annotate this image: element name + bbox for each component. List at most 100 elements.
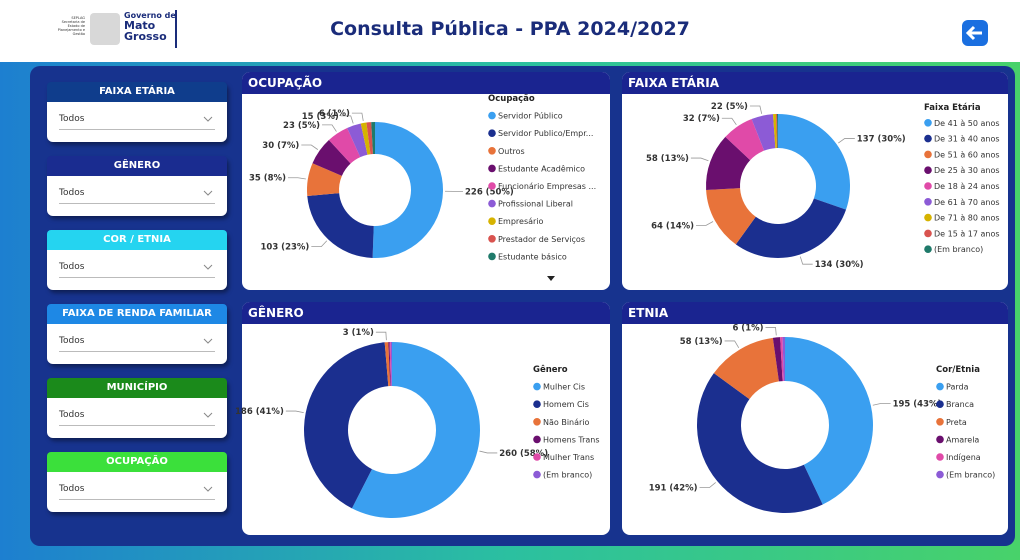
slice xyxy=(360,122,371,155)
legend-label: De 18 à 24 anos xyxy=(934,182,1000,191)
org-small: SEPLAG Secretaria de Estado de Planejame… xyxy=(57,16,85,36)
leader-line xyxy=(872,403,891,406)
slice xyxy=(775,114,778,149)
legend-swatch xyxy=(924,166,932,174)
slice xyxy=(725,119,765,161)
filter-dropdown[interactable]: Todos xyxy=(59,183,215,204)
leader-line xyxy=(690,157,709,162)
data-label: 137 (30%) xyxy=(857,134,906,144)
legend-label: Estudante Acadêmico xyxy=(498,163,585,173)
legend-swatch xyxy=(936,435,944,444)
data-label: 30 (7%) xyxy=(262,141,299,151)
filter-dropdown[interactable]: Todos xyxy=(59,109,215,130)
leader-line xyxy=(322,124,337,132)
filter-dropdown[interactable]: Todos xyxy=(59,331,215,352)
legend-swatch xyxy=(924,134,932,143)
dropdown-arrow xyxy=(203,264,213,270)
slice xyxy=(713,337,779,400)
data-label: 134 (30%) xyxy=(815,260,864,270)
leader-line xyxy=(311,240,328,247)
data-label: 64 (14%) xyxy=(651,221,694,231)
slice xyxy=(751,114,776,151)
panel-title: FAIXA ETÁRIA xyxy=(622,72,1008,94)
gov-line: Grosso xyxy=(124,30,167,43)
data-label: 191 (42%) xyxy=(649,484,698,494)
leader-line xyxy=(721,117,737,126)
leader-line xyxy=(724,340,740,348)
legend-swatch xyxy=(936,382,944,391)
data-label: 35 (8%) xyxy=(249,174,286,184)
slice xyxy=(366,122,373,155)
filter-label: OCUPAÇÃO xyxy=(47,452,227,472)
filter-value: Todos xyxy=(59,188,85,198)
filter-dropdown[interactable]: Todos xyxy=(59,405,215,426)
legend-swatch xyxy=(924,150,932,159)
legend-swatch xyxy=(488,217,496,225)
legend-swatch xyxy=(936,418,944,426)
filter-label: FAIXA ETÁRIA xyxy=(47,82,227,102)
filter-value: Todos xyxy=(59,114,85,124)
slice xyxy=(389,342,392,387)
legend-swatch xyxy=(488,235,496,243)
filter-value: Todos xyxy=(59,336,85,346)
dropdown-arrow xyxy=(203,412,213,418)
slice xyxy=(785,337,874,505)
back-button[interactable] xyxy=(962,20,988,46)
legend-label: Empresário xyxy=(498,217,544,226)
legend-swatch xyxy=(533,453,541,461)
back-icon xyxy=(965,25,982,41)
legend-label: De 25 à 30 anos xyxy=(934,166,1000,175)
legend-swatch xyxy=(533,470,541,479)
legend-title: Cor/Etnia xyxy=(936,365,980,375)
legend-swatch xyxy=(533,400,541,409)
slice xyxy=(772,337,783,382)
legend-label: Amarela xyxy=(946,435,979,444)
legend-label: Preta xyxy=(946,418,967,427)
legend-label: (Em branco) xyxy=(543,471,592,480)
panel-title: ETNIA xyxy=(622,302,1008,324)
filter-dropdown[interactable]: Todos xyxy=(59,257,215,278)
legend-label: Outros xyxy=(498,147,525,156)
data-label: 186 (41%) xyxy=(235,407,284,417)
legend-title: Gênero xyxy=(533,364,568,375)
legend-label: Funcionário Empresas ... xyxy=(498,182,596,191)
data-label: 23 (5%) xyxy=(283,121,320,131)
leader-line xyxy=(340,115,354,124)
legend-label: De 41 à 50 anos xyxy=(934,119,1000,128)
legend-label: (Em branco) xyxy=(946,471,995,480)
legend-swatch xyxy=(533,435,541,444)
data-label: 32 (7%) xyxy=(683,114,720,124)
data-label: 260 (58%) xyxy=(499,449,548,459)
gov-name: Governo de Mato Grosso xyxy=(124,12,176,43)
slice xyxy=(782,337,785,382)
filter-dropdown[interactable]: Todos xyxy=(59,479,215,500)
slice xyxy=(697,373,823,513)
header: SEPLAG Secretaria de Estado de Planejame… xyxy=(0,0,1020,62)
legend-label: (Em branco) xyxy=(934,245,983,254)
leader-line xyxy=(287,177,306,180)
legend-label: Prestador de Serviços xyxy=(498,235,585,244)
legend-label: Mulher Trans xyxy=(543,453,594,462)
legend-swatch xyxy=(924,229,932,238)
data-label: 58 (13%) xyxy=(680,337,723,347)
filter: FAIXA ETÁRIA Todos xyxy=(47,82,227,142)
dropdown-arrow xyxy=(203,338,213,344)
filter-label: MUNICÍPIO xyxy=(47,378,227,398)
slice xyxy=(351,342,480,518)
legend-swatch xyxy=(936,453,944,461)
slice xyxy=(371,122,375,155)
data-label: 15 (3%) xyxy=(302,112,339,122)
logo xyxy=(90,13,120,45)
legend-swatch xyxy=(924,245,932,253)
leader-line xyxy=(301,144,319,150)
scroll-arrow[interactable] xyxy=(547,276,555,281)
slice xyxy=(772,114,777,149)
legend-label: Mulher Cis xyxy=(543,383,585,392)
legend-label: Homem Cis xyxy=(543,400,589,409)
legend-label: De 31 à 40 anos xyxy=(934,135,1000,144)
legend-swatch xyxy=(924,198,932,206)
filter-label: COR / ETNIA xyxy=(47,230,227,250)
gov-line: Mato xyxy=(124,19,156,32)
slice xyxy=(780,337,784,382)
